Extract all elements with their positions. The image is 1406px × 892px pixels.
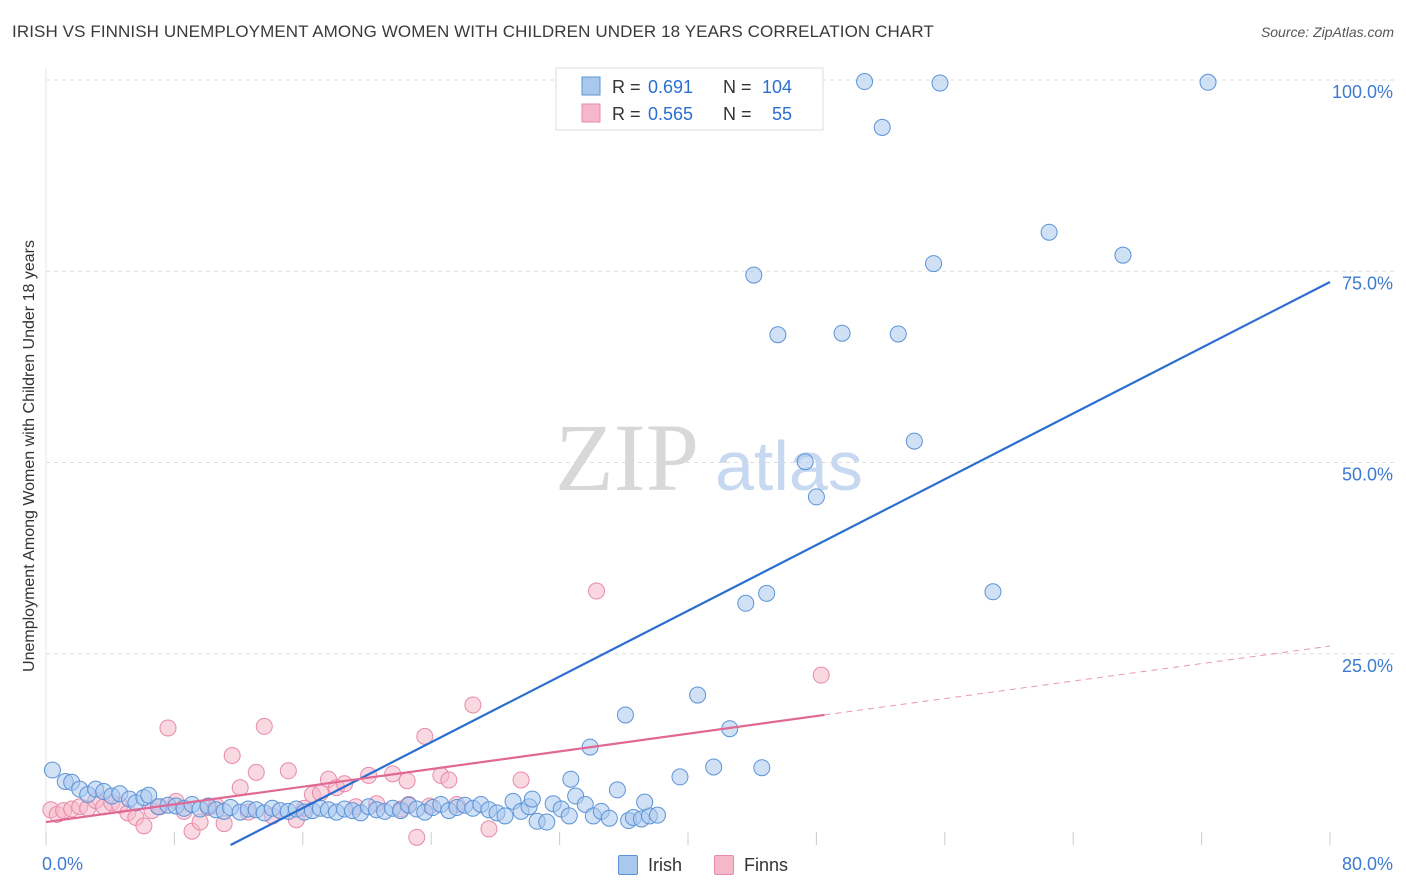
irish-point [833, 324, 851, 342]
irish-point [758, 584, 776, 602]
legend-box: R = 0.691 N = 104 R = 0.565 N = 55 [555, 67, 824, 131]
bottom-legend-irish: Irish [617, 854, 682, 876]
irish-point [636, 793, 654, 811]
legend-finns-n-value: 55 [772, 104, 792, 124]
irish-point [496, 807, 514, 825]
irish-point [649, 806, 667, 824]
legend-irish-r-value: 0.691 [648, 77, 693, 97]
y-tick-label: 25.0% [1342, 656, 1393, 676]
irish-point [873, 118, 891, 136]
legend-finns-r-label: R = [612, 104, 641, 124]
finns-point [480, 820, 498, 838]
irish-point [796, 453, 814, 471]
irish-point [769, 326, 787, 344]
irish-point [984, 583, 1002, 601]
finns-point [231, 779, 249, 797]
finns-point [512, 771, 530, 789]
irish-point [140, 786, 158, 804]
finns-point [159, 719, 177, 737]
watermark: ZIP atlas [555, 404, 863, 511]
irish-point [538, 813, 556, 831]
source-credit: Source: ZipAtlas.com [1260, 24, 1394, 40]
finns-trend-line [45, 713, 825, 824]
bottom-legend-irish-label: Irish [647, 854, 682, 875]
irish-point [616, 706, 634, 724]
watermark-zip: ZIP [555, 404, 699, 511]
irish-point [562, 770, 580, 788]
legend-finns-swatch [581, 103, 601, 123]
legend-finns-r-value: 0.565 [648, 104, 693, 124]
bottom-legend-finns-swatch [714, 855, 734, 875]
finns-point [247, 763, 265, 781]
y-tick-label: 100.0% [1332, 82, 1393, 102]
finns-point [255, 717, 273, 735]
irish-point [1199, 73, 1217, 91]
irish-point [737, 594, 755, 612]
irish-point [1040, 223, 1058, 241]
finns-point [279, 762, 297, 780]
irish-point [931, 74, 949, 92]
irish-point [43, 761, 61, 779]
finns-point [398, 772, 416, 790]
irish-point [889, 325, 907, 343]
bottom-legend-irish-swatch [617, 855, 638, 875]
trend-lines [45, 280, 1331, 846]
irish-point [705, 758, 723, 776]
finns-point [408, 828, 426, 846]
irish-point [807, 488, 825, 506]
irish-trend-line [230, 280, 1331, 846]
legend-irish-n-value: 104 [762, 77, 792, 97]
bottom-legend-finns: Finns [714, 855, 788, 876]
irish-point [671, 768, 689, 786]
irish-point [1114, 246, 1132, 264]
irish-point [523, 790, 541, 808]
x-tick-label: 80.0% [1342, 854, 1393, 874]
irish-point [753, 759, 771, 777]
irish-point [560, 807, 578, 825]
legend-finns-n-label: N = [723, 104, 752, 124]
legend-irish-swatch [581, 76, 601, 96]
irish-point [689, 686, 707, 704]
finns-point [464, 696, 482, 714]
irish-points [43, 73, 1217, 831]
legend-irish-r-label: R = [612, 77, 641, 97]
finns-point [440, 771, 458, 789]
bottom-legend-finns-label: Finns [744, 854, 789, 875]
finns-trend-extension [824, 645, 1331, 716]
irish-point [745, 266, 763, 284]
chart-title: IRISH VS FINNISH UNEMPLOYMENT AMONG WOME… [12, 22, 934, 41]
bottom-legend: Irish Finns [0, 852, 1406, 878]
irish-point [600, 809, 618, 827]
legend-irish-n-label: N = [723, 77, 752, 97]
finns-point [812, 666, 830, 684]
x-tick-label: 0.0% [42, 854, 83, 874]
y-tick-label: 75.0% [1342, 273, 1393, 293]
y-tick-label: 50.0% [1342, 465, 1393, 485]
tick-labels: 25.0% 50.0% 75.0% 100.0% 0.0% 80.0% [42, 82, 1393, 874]
finns-point [588, 582, 606, 600]
irish-point [856, 73, 874, 91]
irish-point [608, 781, 626, 799]
finns-point [135, 817, 153, 835]
irish-point [925, 255, 943, 273]
irish-point [905, 432, 923, 450]
finns-point [223, 746, 241, 764]
watermark-atlas: atlas [715, 427, 863, 505]
